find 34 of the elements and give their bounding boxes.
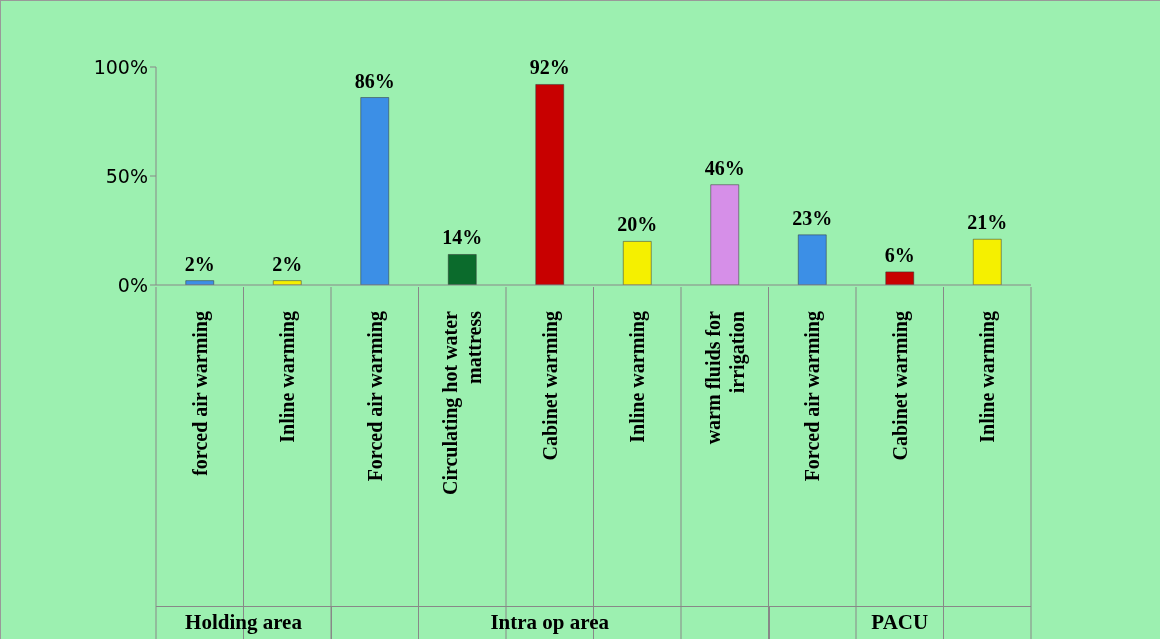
x-tick-label: Cabinet warming [538,311,562,461]
y-tick-label: 0% [117,273,148,296]
text: Intra op area [490,610,610,634]
x-tick-label: Forced air warming [801,311,825,482]
bar [973,238,1002,285]
x-tick-label: Inline warming [626,311,650,443]
bar [798,234,827,285]
data-label: 2% [184,252,215,275]
data-label: 20% [617,213,658,236]
data-label: 92% [529,56,570,79]
data-label: 21% [967,211,1008,234]
bar [623,241,652,285]
bar [448,254,477,285]
x-tick-label: Inline warming [276,311,300,443]
data-label: 23% [792,206,833,229]
text: Holding area [185,610,302,634]
data-label: 6% [884,243,915,266]
data-label: 2% [272,252,303,275]
text: PACU [871,610,929,634]
x-tick-label: warm fluids for irrigation [701,310,749,445]
bar [710,184,739,285]
x-tick-label: Circulating hot water mattress [439,310,486,496]
data-label: 86% [354,69,395,92]
y-tick-label: 100% [93,55,148,78]
x-tick-label: Forced air warming [363,311,387,482]
bar [885,271,914,285]
data-label: 14% [442,226,483,249]
x-tick-label: Inline warming [976,311,1000,443]
x-tick-label: forced air warming [188,311,212,476]
y-tick-label: 50% [105,164,148,187]
bar [535,84,564,285]
x-tick-label: Cabinet warming [888,311,912,461]
bar [360,97,389,285]
data-label: 46% [704,156,745,179]
